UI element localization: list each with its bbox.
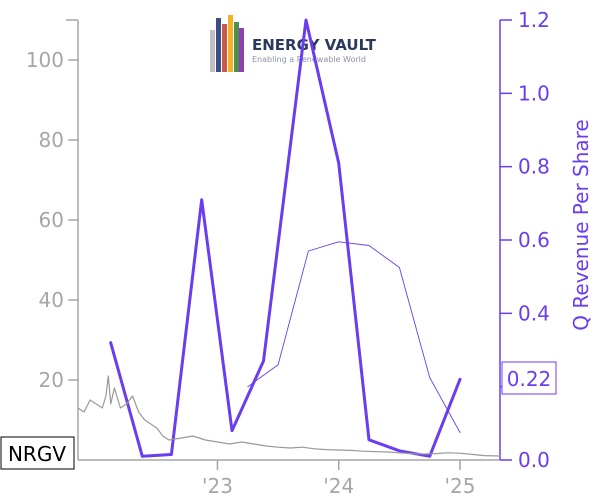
x-tick-label: '23 bbox=[202, 474, 233, 498]
logo-bar bbox=[234, 22, 239, 72]
logo-bar bbox=[222, 24, 227, 72]
logo-bar bbox=[216, 18, 221, 72]
ticker-box: NRGV bbox=[0, 436, 75, 470]
right-tick-label: 0.6 bbox=[518, 228, 550, 252]
left-tick-label: 20 bbox=[39, 368, 64, 392]
left-tick-label: 80 bbox=[39, 128, 64, 152]
series-line-ttm-average bbox=[247, 241, 461, 433]
logo-name: ENERGY VAULT bbox=[252, 36, 377, 54]
logo-tagline: Enabling a Renewable World bbox=[252, 55, 366, 64]
logo-bar bbox=[210, 30, 215, 72]
left-tick-label: 100 bbox=[26, 48, 64, 72]
x-tick-label: '25 bbox=[445, 474, 476, 498]
axes: 204060801000.00.20.40.60.81.01.2'23'24'2… bbox=[26, 8, 550, 498]
series-line-q-revenue-per-share bbox=[109, 18, 462, 458]
right-tick-label: 0.4 bbox=[518, 301, 550, 325]
logo-bar bbox=[239, 28, 244, 72]
right-tick-label: 0.8 bbox=[518, 155, 550, 179]
left-tick-label: 60 bbox=[39, 208, 64, 232]
right-tick-label: 1.2 bbox=[518, 8, 550, 32]
plot-area bbox=[77, 18, 501, 458]
series-line-price bbox=[77, 375, 501, 457]
last-value-box: 0.22 bbox=[501, 361, 557, 395]
x-tick-label: '24 bbox=[323, 474, 354, 498]
ticker-label: NRGV bbox=[8, 442, 66, 466]
right-tick-label: 1.0 bbox=[518, 81, 550, 105]
last-value-label: 0.22 bbox=[507, 367, 552, 391]
right-axis-title: Q Revenue Per Share bbox=[569, 119, 593, 331]
right-tick-label: 0.0 bbox=[518, 448, 550, 472]
logo-bar bbox=[228, 15, 233, 72]
left-tick-label: 40 bbox=[39, 288, 64, 312]
